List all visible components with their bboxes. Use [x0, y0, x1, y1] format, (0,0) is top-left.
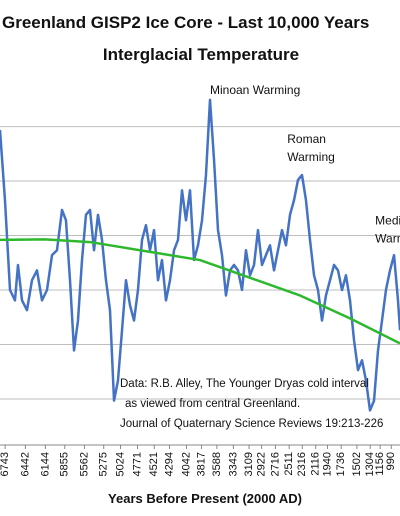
x-tick-label: 4771: [131, 452, 143, 476]
x-tick-label: 5855: [59, 452, 71, 476]
x-tick-label: 1736: [335, 452, 347, 476]
x-tick-label: 6144: [39, 452, 51, 476]
x-tick-label: 1304: [364, 452, 376, 476]
x-tick-label: 1156: [374, 452, 386, 476]
x-tick-label: 4294: [163, 452, 175, 476]
annotation-line: Minoan Warming: [210, 83, 300, 97]
x-tick-label: 2116: [310, 452, 322, 476]
annotation: Medieval Warming: [375, 214, 400, 246]
x-tick-label: 3817: [195, 452, 207, 476]
data-note: as viewed from central Greenland.: [125, 398, 300, 410]
x-tick-label: 5275: [98, 452, 110, 476]
x-tick-label: 990: [385, 452, 397, 470]
x-tick-label: 1940: [321, 452, 333, 476]
x-tick-label: 3343: [227, 452, 239, 476]
x-tick-label: 2511: [283, 452, 295, 476]
annotation-line: Roman: [287, 132, 326, 146]
series-line: [0, 238, 400, 345]
x-tick-label: 3109: [243, 452, 255, 476]
x-ticks: 6743 6442 6144 5855 5562 5275 5024 4771 4521 4294…: [0, 445, 397, 476]
annotations: Minoan Warming Roman Warming Medieval Warmin…: [120, 83, 400, 430]
data-note: Data: R.B. Alley, The Younger Dryas cold…: [120, 378, 369, 390]
chart-subtitle: Interglacial Temperature: [103, 45, 299, 64]
x-tick-label: 1502: [351, 452, 363, 476]
data-note: Journal of Quaternary Science Reviews 19…: [120, 418, 383, 430]
x-tick-label: 3588: [211, 452, 223, 476]
annotation-line: Medieval: [375, 214, 400, 228]
x-tick-label: 2922: [256, 452, 268, 476]
annotation-line: Warming: [287, 150, 335, 164]
plot-area: [0, 98, 400, 412]
x-tick-label: 5024: [114, 452, 126, 476]
x-axis-title: Years Before Present (2000 AD): [108, 491, 302, 506]
annotation: Minoan Warming: [210, 83, 300, 97]
x-tick-label: 4042: [180, 452, 192, 476]
series-line: [0, 98, 400, 412]
chart-title: Greenland GISP2 Ice Core - Last 10,000 Y…: [2, 13, 369, 32]
x-tick-label: 6442: [19, 452, 31, 476]
x-tick-label: 6743: [0, 452, 11, 476]
x-tick-label: 4521: [148, 452, 160, 476]
x-tick-label: 2316: [296, 452, 308, 476]
annotation: Roman Warming: [287, 132, 335, 164]
x-tick-label: 2716: [269, 452, 281, 476]
x-tick-label: 5562: [78, 452, 90, 476]
annotation-line: Warming: [375, 232, 400, 246]
